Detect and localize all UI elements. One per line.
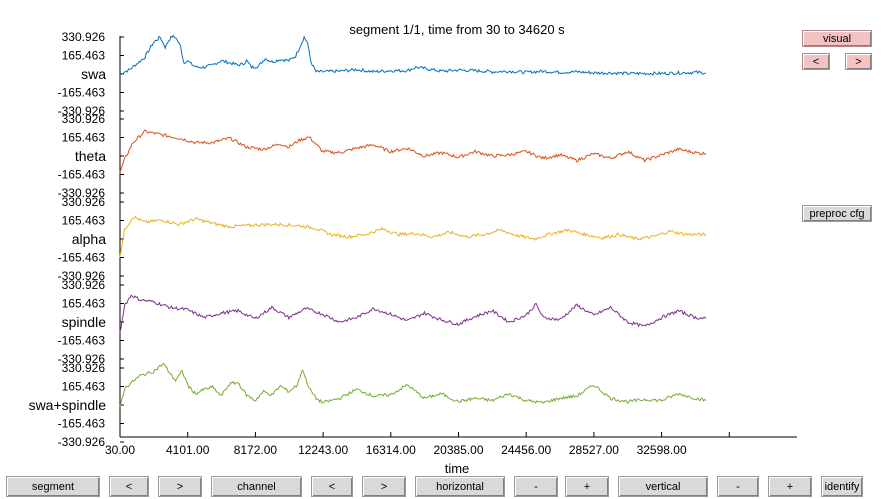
series-line-alpha [119, 215, 707, 258]
channel-next-button[interactable]: > [362, 476, 406, 497]
y-tick-label: 165.463 [62, 49, 106, 63]
y-tick-label: -330.926 [58, 269, 106, 283]
visual-button[interactable]: visual [802, 30, 872, 47]
channel-prev-button[interactable]: < [311, 476, 353, 497]
next-button[interactable]: > [845, 53, 872, 70]
segment-next-button[interactable]: > [158, 476, 202, 497]
identify-button[interactable]: identify [821, 476, 863, 497]
segment-button[interactable]: segment [6, 476, 100, 497]
vertical-button[interactable]: vertical [618, 476, 708, 497]
y-tick-label: 165.463 [62, 297, 106, 311]
channel-button[interactable]: channel [211, 476, 302, 497]
y-tick-label: -165.463 [58, 251, 106, 265]
vertical-minus-button[interactable]: - [717, 476, 759, 497]
horizontal-plus-button[interactable]: + [565, 476, 609, 497]
series-line-theta [119, 129, 707, 173]
y-tick-label: -165.463 [58, 334, 106, 348]
x-tick-label: 24456.00 [501, 443, 551, 457]
segment-prev-button[interactable]: < [109, 476, 149, 497]
channel-label-theta: theta [75, 148, 106, 164]
vertical-plus-button[interactable]: + [768, 476, 812, 497]
horizontal-minus-button[interactable]: - [514, 476, 558, 497]
y-tick-label: 165.463 [62, 214, 106, 228]
y-tick-label: -330.926 [58, 352, 106, 366]
y-tick-label: -165.463 [58, 86, 106, 100]
channel-label-swa-spindle: swa+spindle [29, 397, 107, 413]
series-line-spindle [119, 294, 707, 333]
x-axis-label: time [444, 461, 470, 476]
x-tick-label: 20385.00 [433, 443, 483, 457]
preproc-cfg-button[interactable]: preproc cfg [802, 205, 872, 222]
channel-label-spindle: spindle [62, 314, 107, 330]
y-tick-label: -165.463 [58, 417, 106, 431]
y-tick-label: 330.926 [62, 112, 106, 126]
y-tick-label: 330.926 [62, 30, 106, 44]
y-tick-label: -330.926 [58, 104, 106, 118]
y-tick-label: 330.926 [62, 195, 106, 209]
series-line-swa-spindle [119, 362, 707, 407]
y-tick-label: -330.926 [58, 186, 106, 200]
y-tick-label: 330.926 [62, 361, 106, 375]
channel-label-swa: swa [81, 66, 106, 82]
x-tick-label: 4101.00 [166, 443, 210, 457]
x-tick-label: 32598.00 [637, 443, 687, 457]
x-tick-label: 30.00 [105, 443, 135, 457]
y-tick-label: 165.463 [62, 380, 106, 394]
horizontal-button[interactable]: horizontal [415, 476, 505, 497]
y-tick-label: 330.926 [62, 278, 106, 292]
y-tick-label: 165.463 [62, 131, 106, 145]
series-line-swa [119, 34, 707, 76]
channel-label-alpha: alpha [72, 231, 106, 247]
plot-title: segment 1/1, time from 30 to 34620 s [349, 22, 565, 37]
x-tick-label: 12243.00 [298, 443, 348, 457]
y-tick-label: -330.926 [58, 435, 106, 449]
x-tick-label: 16314.00 [366, 443, 416, 457]
x-tick-label: 8172.00 [234, 443, 278, 457]
x-tick-label: 28527.00 [569, 443, 619, 457]
y-tick-label: -165.463 [58, 168, 106, 182]
prev-button[interactable]: < [802, 53, 830, 70]
